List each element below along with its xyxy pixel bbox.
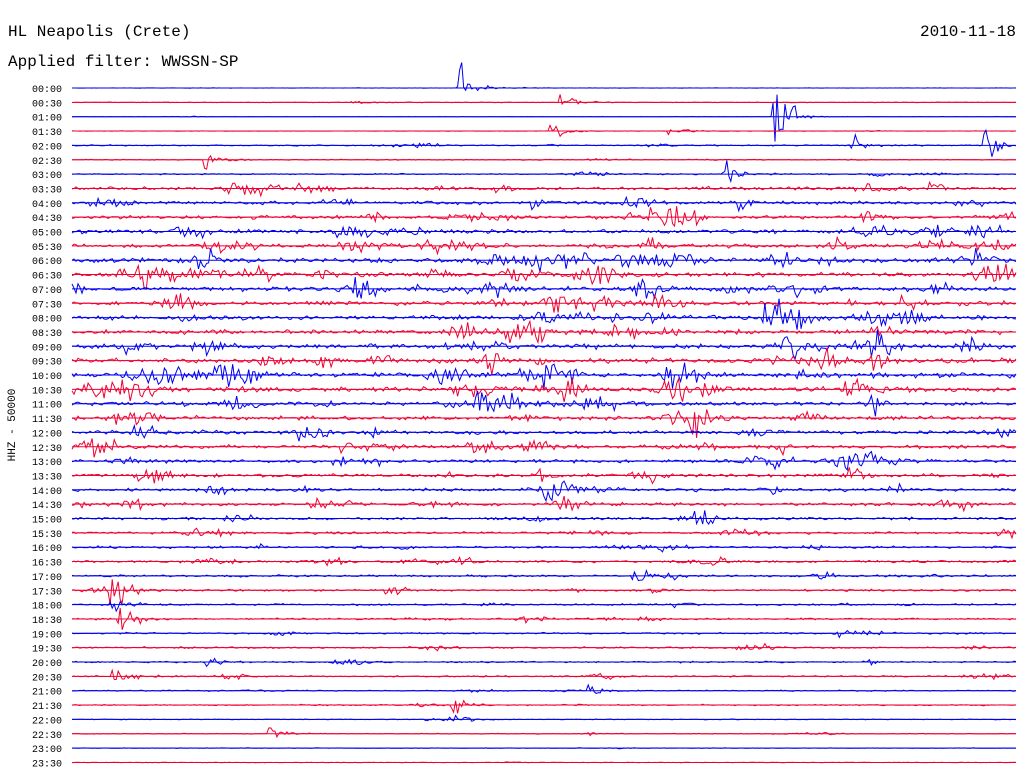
traces: [71, 62, 1017, 764]
row-labels: 00:00 00:30 01:00 01:30 02:00 02:30 03:00 03:30…: [32, 85, 62, 770]
row-label: 08:00: [32, 315, 62, 326]
row-label: 17:30: [32, 587, 62, 598]
row-label: 00:00: [32, 85, 62, 96]
trace-line: [71, 600, 1017, 613]
row-label: 03:00: [32, 171, 62, 182]
trace-line: [71, 160, 1017, 184]
row-label: 14:30: [32, 501, 62, 512]
row-label: 20:00: [32, 659, 62, 670]
row-label: 16:00: [32, 544, 62, 555]
row-label: 12:30: [32, 444, 62, 455]
row-label: 13:00: [32, 458, 62, 469]
row-label: 12:00: [32, 429, 62, 440]
trace-line: [71, 543, 1017, 553]
row-label: 06:30: [32, 272, 62, 283]
row-label: 04:00: [32, 200, 62, 211]
row-label: 08:30: [32, 329, 62, 340]
row-label: 09:00: [32, 343, 62, 354]
row-label: 09:30: [32, 358, 62, 369]
channel-label: HHZ - 50000: [7, 389, 19, 462]
row-label: 00:30: [32, 99, 62, 110]
trace-line: [71, 480, 1017, 503]
row-label: 07:00: [32, 286, 62, 297]
trace-line: [72, 409, 1017, 438]
row-label: 20:30: [32, 673, 62, 684]
trace-line: [71, 263, 1017, 290]
row-label: 05:30: [32, 243, 62, 254]
row-label: 17:00: [32, 573, 62, 584]
date-label: 2010-11-18: [920, 23, 1016, 41]
trace-line: [72, 727, 1017, 739]
trace-line: [71, 276, 1017, 301]
trace-line: [71, 362, 1017, 389]
row-label: 05:00: [32, 229, 62, 240]
row-label: 10:00: [32, 372, 62, 383]
trace-line: [71, 683, 1017, 694]
row-label: 18:00: [32, 602, 62, 613]
trace-line: [71, 423, 1017, 442]
trace-line: [72, 94, 1016, 142]
trace-line: [71, 555, 1017, 567]
row-label: 21:30: [32, 702, 62, 713]
filter-label: Applied filter: WWSSN-SP: [8, 53, 238, 71]
row-label: 02:30: [32, 157, 62, 168]
trace-line: [71, 298, 1016, 330]
trace-line: [71, 668, 1017, 681]
trace-line: [71, 629, 1017, 639]
trace-line: [71, 128, 1017, 157]
row-label: 22:30: [32, 731, 62, 742]
trace-line: [71, 235, 1017, 256]
station-title: HL Neapolis (Crete): [8, 23, 190, 41]
trace-line: [71, 579, 1017, 605]
trace-line: [71, 390, 1017, 417]
row-label: 10:30: [32, 386, 62, 397]
row-label: 21:00: [32, 688, 62, 699]
row-label: 23:30: [32, 759, 62, 770]
trace-line: [71, 376, 1017, 402]
row-label: 07:30: [32, 300, 62, 311]
row-label: 13:30: [32, 472, 62, 483]
row-label: 19:30: [32, 645, 62, 656]
trace-line: [72, 154, 1017, 170]
trace-line: [71, 206, 1017, 228]
row-label: 14:00: [32, 487, 62, 498]
row-label: 18:30: [32, 616, 62, 627]
row-label: 03:30: [32, 185, 62, 196]
row-label: 06:00: [32, 257, 62, 268]
trace-line: [71, 714, 1017, 722]
row-label: 16:30: [32, 559, 62, 570]
trace-line: [71, 437, 1017, 458]
trace-line: [71, 180, 1017, 198]
row-label: 22:00: [32, 716, 62, 727]
row-label: 15:00: [32, 516, 62, 527]
row-label: 11:00: [32, 401, 62, 412]
row-label: 01:30: [32, 128, 62, 139]
row-label: 15:30: [32, 530, 62, 541]
row-label: 23:00: [32, 745, 62, 756]
trace-line: [71, 510, 1017, 526]
row-label: 04:30: [32, 214, 62, 225]
trace-line: [71, 329, 1017, 361]
row-label: 01:00: [32, 114, 62, 125]
trace-line: [71, 699, 1017, 714]
row-label: 02:00: [32, 142, 62, 153]
trace-line: [71, 195, 1017, 213]
row-label: 11:30: [32, 415, 62, 426]
row-label: 19:00: [32, 630, 62, 641]
trace-line: [71, 495, 1017, 513]
